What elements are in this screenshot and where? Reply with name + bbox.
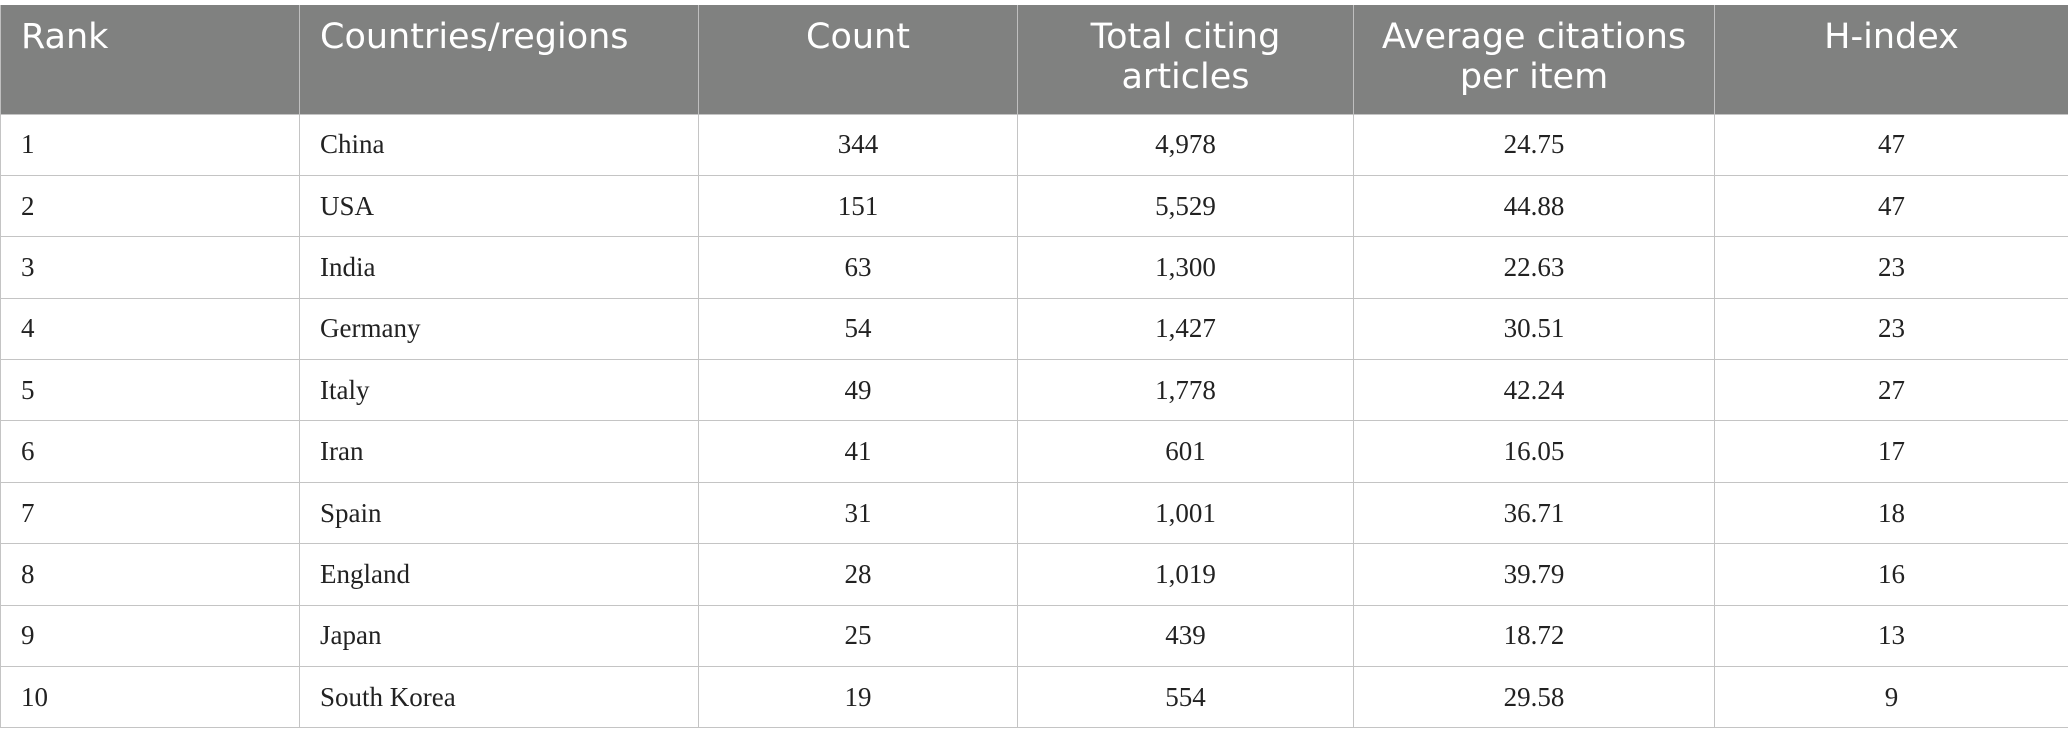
table-row: 5 Italy 49 1,778 42.24 27 — [0, 359, 2068, 422]
cell-average-citations: 39.79 — [1353, 543, 1715, 606]
cell-h-index: 13 — [1714, 604, 2068, 668]
header-count: Count — [698, 5, 1018, 114]
cell-country: England — [299, 543, 699, 606]
header-average-citations-per-item: Average citations per item — [1353, 5, 1715, 114]
cell-total-citing: 1,427 — [1017, 297, 1354, 361]
cell-rank: 1 — [0, 113, 300, 176]
cell-rank: 10 — [0, 666, 300, 729]
cell-h-index: 23 — [1714, 297, 2068, 361]
cell-rank: 4 — [0, 297, 300, 361]
cell-country: Italy — [299, 359, 699, 422]
cell-country: Iran — [299, 420, 699, 483]
cell-count: 151 — [698, 174, 1018, 238]
cell-average-citations: 36.71 — [1353, 481, 1715, 545]
cell-count: 31 — [698, 481, 1018, 545]
table-header: Rank Countries/regions Count Total citin… — [0, 5, 2068, 114]
cell-country: USA — [299, 174, 699, 238]
cell-count: 54 — [698, 297, 1018, 361]
cell-rank: 3 — [0, 236, 300, 299]
header-row: Rank Countries/regions Count Total citin… — [0, 5, 2068, 114]
table-row: 8 England 28 1,019 39.79 16 — [0, 543, 2068, 606]
cell-h-index: 47 — [1714, 113, 2068, 176]
cell-count: 41 — [698, 420, 1018, 483]
cell-average-citations: 30.51 — [1353, 297, 1715, 361]
table-row: 10 South Korea 19 554 29.58 9 — [0, 666, 2068, 729]
cell-count: 63 — [698, 236, 1018, 299]
table-row: 4 Germany 54 1,427 30.51 23 — [0, 297, 2068, 361]
cell-rank: 9 — [0, 604, 300, 668]
cell-h-index: 9 — [1714, 666, 2068, 729]
cell-total-citing: 601 — [1017, 420, 1354, 483]
cell-average-citations: 24.75 — [1353, 113, 1715, 176]
cell-average-citations: 16.05 — [1353, 420, 1715, 483]
cell-h-index: 27 — [1714, 359, 2068, 422]
cell-h-index: 47 — [1714, 174, 2068, 238]
cell-country: Germany — [299, 297, 699, 361]
table-row: 7 Spain 31 1,001 36.71 18 — [0, 481, 2068, 545]
table-row: 1 China 344 4,978 24.75 47 — [0, 113, 2068, 176]
cell-count: 28 — [698, 543, 1018, 606]
header-rank: Rank — [0, 5, 300, 114]
cell-count: 25 — [698, 604, 1018, 668]
countries-table-container: Rank Countries/regions Count Total citin… — [0, 5, 2068, 729]
cell-average-citations: 18.72 — [1353, 604, 1715, 668]
cell-total-citing: 1,778 — [1017, 359, 1354, 422]
cell-h-index: 23 — [1714, 236, 2068, 299]
cell-h-index: 18 — [1714, 481, 2068, 545]
cell-average-citations: 42.24 — [1353, 359, 1715, 422]
cell-total-citing: 4,978 — [1017, 113, 1354, 176]
header-total-citing-articles: Total citing articles — [1017, 5, 1354, 114]
cell-average-citations: 44.88 — [1353, 174, 1715, 238]
cell-rank: 2 — [0, 174, 300, 238]
cell-total-citing: 554 — [1017, 666, 1354, 729]
cell-count: 19 — [698, 666, 1018, 729]
cell-rank: 5 — [0, 359, 300, 422]
cell-total-citing: 1,300 — [1017, 236, 1354, 299]
cell-country: Spain — [299, 481, 699, 545]
cell-h-index: 17 — [1714, 420, 2068, 483]
table-row: 2 USA 151 5,529 44.88 47 — [0, 174, 2068, 238]
table-row: 9 Japan 25 439 18.72 13 — [0, 604, 2068, 668]
cell-country: China — [299, 113, 699, 176]
cell-country: India — [299, 236, 699, 299]
cell-country: South Korea — [299, 666, 699, 729]
cell-average-citations: 22.63 — [1353, 236, 1715, 299]
table-body: 1 China 344 4,978 24.75 47 2 USA 151 5,529 44.88 47… — [0, 113, 2068, 729]
cell-count: 344 — [698, 113, 1018, 176]
cell-rank: 8 — [0, 543, 300, 606]
cell-h-index: 16 — [1714, 543, 2068, 606]
cell-rank: 7 — [0, 481, 300, 545]
table-row: 6 Iran 41 601 16.05 17 — [0, 420, 2068, 483]
cell-count: 49 — [698, 359, 1018, 422]
cell-total-citing: 1,001 — [1017, 481, 1354, 545]
countries-table: Rank Countries/regions Count Total citin… — [0, 5, 2068, 729]
cell-rank: 6 — [0, 420, 300, 483]
cell-total-citing: 439 — [1017, 604, 1354, 668]
header-countries-regions: Countries/regions — [299, 5, 699, 114]
cell-total-citing: 5,529 — [1017, 174, 1354, 238]
table-row: 3 India 63 1,300 22.63 23 — [0, 236, 2068, 299]
header-h-index: H-index — [1714, 5, 2068, 114]
cell-country: Japan — [299, 604, 699, 668]
cell-average-citations: 29.58 — [1353, 666, 1715, 729]
cell-total-citing: 1,019 — [1017, 543, 1354, 606]
